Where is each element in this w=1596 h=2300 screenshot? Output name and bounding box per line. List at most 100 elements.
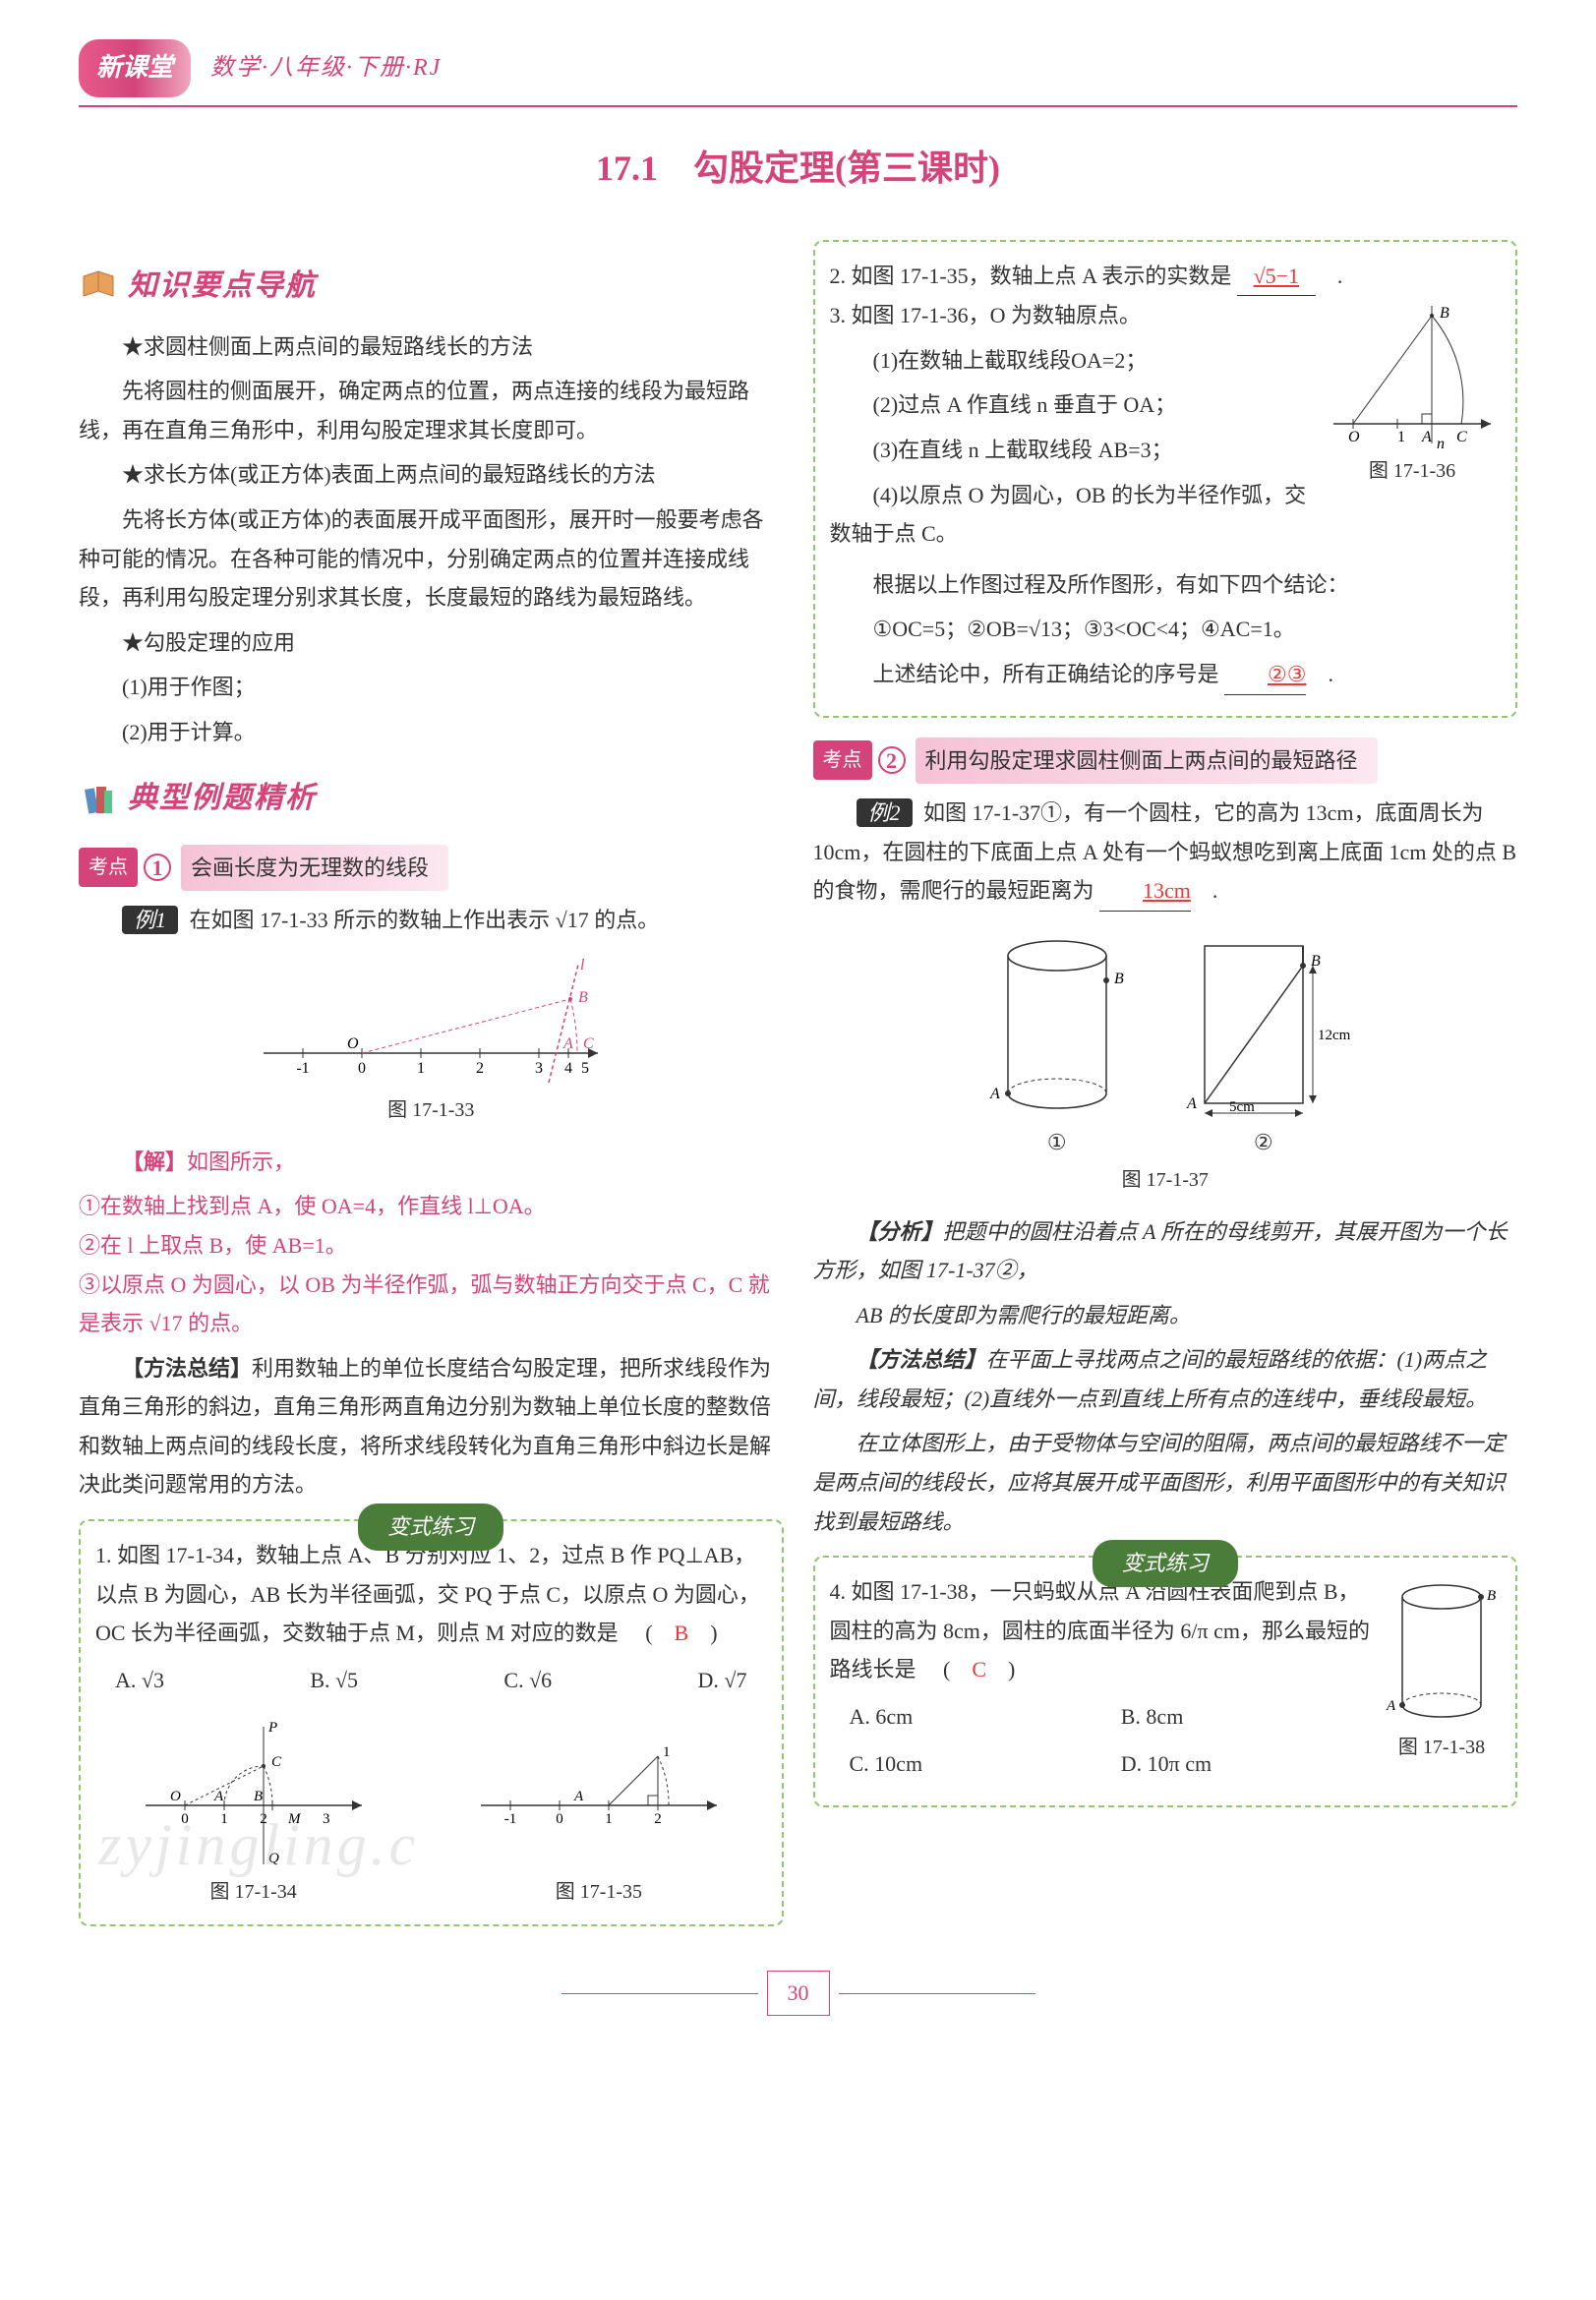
kaodian1: 考点 1 会画长度为无理数的线段 bbox=[79, 845, 784, 892]
two-column-layout: 知识要点导航 ★求圆柱侧面上两点间的最短路线长的方法 先将圆柱的侧面展开，确定两… bbox=[79, 240, 1517, 1942]
fig-17-1-34-label: 图 17-1-34 bbox=[126, 1874, 382, 1910]
figure-17-1-38: B A 图 17-1-38 bbox=[1383, 1572, 1501, 1765]
q1-opt-b: B. √5 bbox=[310, 1661, 358, 1700]
svg-text:0: 0 bbox=[556, 1811, 563, 1827]
q1-opt-a: A. √3 bbox=[115, 1661, 164, 1700]
q3-question: 上述结论中，所有正确结论的序号是 ②③ . bbox=[830, 655, 1502, 695]
page-number: 30 bbox=[767, 1971, 830, 2016]
logo-badge: 新课堂 bbox=[79, 39, 191, 97]
star1-title: ★求圆柱侧面上两点间的最短路线长的方法 bbox=[79, 327, 784, 367]
svg-text:5: 5 bbox=[581, 1060, 589, 1077]
svg-text:-1: -1 bbox=[504, 1811, 517, 1827]
svg-text:3: 3 bbox=[535, 1060, 543, 1077]
q3-conclusions: ①OC=5；②OB=√13；③3<OC<4；④AC=1。 bbox=[830, 610, 1502, 649]
kaodian1-num: 1 bbox=[144, 854, 171, 881]
svg-text:-1: -1 bbox=[297, 1060, 310, 1077]
kaodian1-badge: 考点 bbox=[79, 848, 138, 887]
q4-opt-c: C. 10cm bbox=[850, 1744, 1082, 1784]
solution-label: 【解】 bbox=[122, 1150, 187, 1174]
example2-text: 例2 如图 17-1-37①，有一个圆柱，它的高为 13cm，底面周长为 10c… bbox=[813, 794, 1518, 912]
svg-text:B: B bbox=[1440, 305, 1449, 322]
q3-answer: ②③ bbox=[1224, 655, 1306, 695]
svg-text:O: O bbox=[347, 1035, 359, 1052]
fig-37-sub2: B A 12cm 5cm ② bbox=[1175, 926, 1352, 1162]
example2-badge: 例2 bbox=[857, 798, 913, 827]
svg-text:A: A bbox=[213, 1789, 224, 1804]
svg-text:C: C bbox=[583, 1035, 594, 1052]
svg-text:O: O bbox=[170, 1789, 181, 1804]
book-icon bbox=[79, 266, 118, 306]
svg-text:O: O bbox=[1348, 429, 1360, 445]
svg-text:0: 0 bbox=[181, 1811, 189, 1827]
q1-options: A. √3 B. √5 C. √6 D. √7 bbox=[95, 1661, 767, 1700]
analysis-label: 【分析】 bbox=[857, 1219, 943, 1244]
q2-text: 2. 如图 17-1-35，数轴上点 A 表示的实数是 bbox=[830, 264, 1232, 288]
solution-intro-text: 如图所示， bbox=[187, 1150, 295, 1174]
star3-item1: (1)用于作图； bbox=[79, 668, 784, 707]
method1: 【方法总结】利用数轴上的单位长度结合勾股定理，把所求线段作为直角三角形的斜边，直… bbox=[79, 1349, 784, 1504]
section1-header: 知识要点导航 bbox=[79, 260, 784, 313]
star1-body: 先将圆柱的侧面展开，确定两点的位置，两点连接的线段为最短路线，再在直角三角形中，… bbox=[79, 372, 784, 449]
example1-text: 例1 在如图 17-1-33 所示的数轴上作出表示 √17 的点。 bbox=[79, 901, 784, 940]
star2-title: ★求长方体(或正方体)表面上两点间的最短路线长的方法 bbox=[79, 455, 784, 495]
fig-37-sub2-label: ② bbox=[1175, 1123, 1352, 1162]
kaodian2-num: 2 bbox=[878, 746, 906, 774]
svg-text:A: A bbox=[562, 1035, 573, 1052]
solution-step2: ②在 l 上取点 B，使 AB=1。 bbox=[79, 1226, 784, 1266]
svg-text:B: B bbox=[254, 1789, 263, 1804]
header-subtitle: 数学·八年级·下册·RJ bbox=[210, 47, 442, 89]
q3-conclude-intro: 根据以上作图过程及所作图形，有如下四个结论： bbox=[830, 565, 1502, 605]
svg-text:1: 1 bbox=[220, 1811, 228, 1827]
practice1-figures: O 0 1 2 A B M 3 P Q bbox=[95, 1707, 767, 1910]
section2-header: 典型例题精析 bbox=[79, 772, 784, 825]
svg-text:0: 0 bbox=[358, 1060, 366, 1077]
kaodian2-badge: 考点 bbox=[813, 740, 872, 780]
fig-37-sub1-label: ① bbox=[978, 1123, 1136, 1162]
page-number-container: 30 bbox=[79, 1971, 1517, 2016]
section2-title: 典型例题精析 bbox=[128, 772, 317, 825]
svg-text:C: C bbox=[1456, 429, 1467, 445]
star3-item2: (2)用于计算。 bbox=[79, 713, 784, 752]
svg-text:B: B bbox=[1114, 971, 1124, 987]
method1-label: 【方法总结】 bbox=[122, 1356, 252, 1381]
q4-opt-a: A. 6cm bbox=[850, 1697, 1082, 1737]
figure-17-1-34: O 0 1 2 A B M 3 P Q bbox=[126, 1707, 382, 1910]
solution-step3: ③以原点 O 为圆心，以 OB 为半径作弧，弧与数轴正方向交于点 C，C 就是表… bbox=[79, 1266, 784, 1343]
svg-text:1: 1 bbox=[417, 1060, 425, 1077]
svg-text:C: C bbox=[271, 1754, 282, 1770]
example1-badge: 例1 bbox=[122, 906, 178, 934]
svg-text:P: P bbox=[267, 1720, 277, 1736]
method2: 【方法总结】在平面上寻找两点之间的最短路线的依据：(1)两点之间，线段最短；(2… bbox=[813, 1340, 1518, 1418]
svg-text:1: 1 bbox=[605, 1811, 613, 1827]
method2b: 在立体图形上，由于受物体与空间的阻隔，两点间的最短路线不一定是两点间的线段长，应… bbox=[813, 1424, 1518, 1541]
practice-box-2: 变式练习 B A 图 17-1-38 bbox=[813, 1556, 1518, 1807]
svg-text:3: 3 bbox=[323, 1811, 330, 1827]
svg-text:1: 1 bbox=[1397, 429, 1405, 445]
svg-text:B: B bbox=[1487, 1588, 1496, 1604]
q1-answer: B bbox=[675, 1621, 689, 1645]
fig-17-1-35-label: 图 17-1-35 bbox=[461, 1874, 737, 1910]
svg-text:Q: Q bbox=[268, 1851, 279, 1866]
svg-text:A: A bbox=[573, 1789, 584, 1804]
figure-17-1-35: -1 0 1 2 A 1 图 bbox=[461, 1707, 737, 1910]
q4-opt-b: B. 8cm bbox=[1121, 1697, 1353, 1737]
example2-answer: 13cm bbox=[1099, 871, 1191, 912]
q1-opt-d: D. √7 bbox=[698, 1661, 747, 1700]
q4-options: A. 6cm B. 8cm C. 10cm D. 10π cm bbox=[830, 1697, 1374, 1783]
svg-text:A: A bbox=[1186, 1095, 1197, 1112]
svg-text:B: B bbox=[578, 989, 588, 1006]
figure-17-1-33: -1 0 O 1 2 3 4 5 l B A C 图 17 bbox=[79, 955, 784, 1128]
star3-title: ★勾股定理的应用 bbox=[79, 623, 784, 663]
section1-title: 知识要点导航 bbox=[128, 260, 317, 313]
star2-body: 先将长方体(或正方体)的表面展开成平面图形，展开时一般要考虑各种可能的情况。在各… bbox=[79, 501, 784, 618]
left-column: 知识要点导航 ★求圆柱侧面上两点间的最短路线长的方法 先将圆柱的侧面展开，确定两… bbox=[79, 240, 784, 1942]
kaodian1-text: 会画长度为无理数的线段 bbox=[181, 845, 448, 892]
kaodian2-text: 利用勾股定理求圆柱侧面上两点间的最短路径 bbox=[916, 737, 1378, 785]
q2: 2. 如图 17-1-35，数轴上点 A 表示的实数是 √5−1 . bbox=[830, 257, 1502, 297]
books-icon bbox=[79, 779, 118, 818]
example1-body: 在如图 17-1-33 所示的数轴上作出表示 √17 的点。 bbox=[190, 908, 660, 932]
analysis: 【分析】把题中的圆柱沿着点 A 所在的母线剪开，其展开图为一个长方形，如图 17… bbox=[813, 1212, 1518, 1290]
solution-intro: 【解】如图所示， bbox=[79, 1143, 784, 1182]
svg-text:A: A bbox=[1386, 1698, 1396, 1714]
q4-answer: C bbox=[972, 1657, 986, 1681]
